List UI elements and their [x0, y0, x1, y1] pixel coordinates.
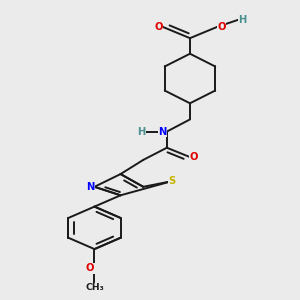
Text: O: O: [86, 263, 94, 273]
Text: S: S: [168, 176, 175, 186]
Text: N: N: [86, 182, 94, 192]
Text: H: H: [137, 127, 146, 136]
Text: H: H: [238, 15, 247, 25]
Text: N: N: [158, 127, 167, 136]
Text: O: O: [217, 22, 226, 32]
Text: O: O: [190, 152, 199, 162]
Text: CH₃: CH₃: [85, 283, 104, 292]
Text: O: O: [154, 22, 163, 32]
